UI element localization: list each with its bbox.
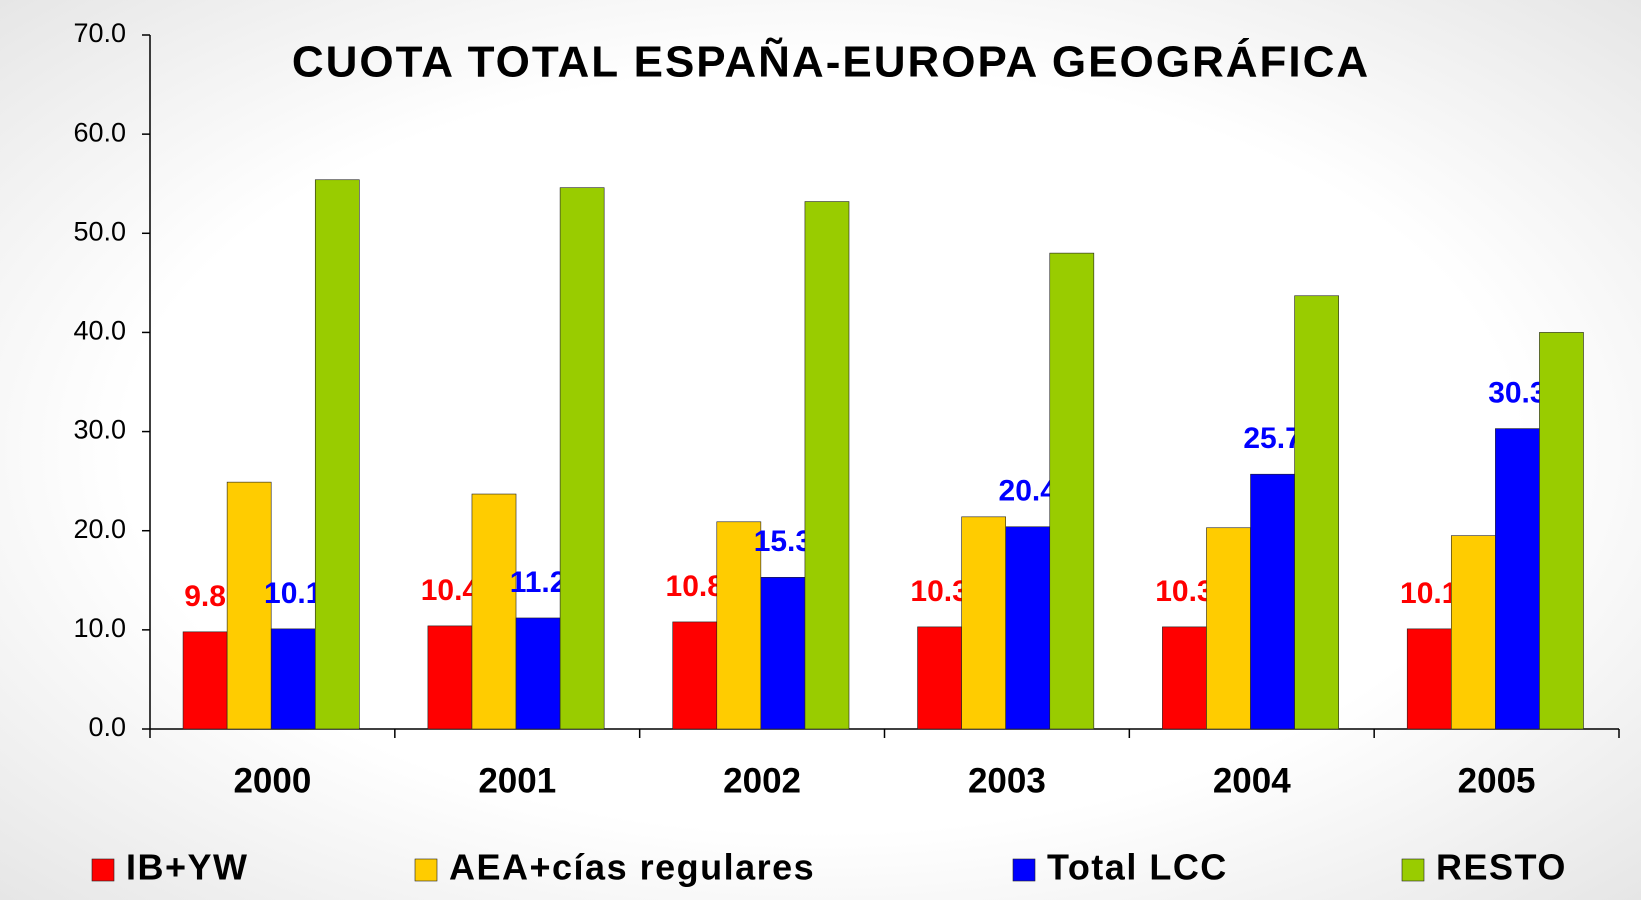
- bar: [1005, 526, 1051, 730]
- data-label: 15.3: [754, 525, 812, 558]
- x-tick-label: 2004: [1213, 761, 1291, 800]
- data-label: 9.8: [184, 580, 226, 613]
- bar: [1250, 473, 1295, 730]
- data-label: 10.1: [264, 577, 322, 610]
- bar: [270, 628, 316, 730]
- bar: [961, 516, 1006, 730]
- bar: [716, 521, 762, 730]
- y-tick-label: 0.0: [88, 712, 126, 742]
- bar: [182, 631, 228, 730]
- legend-swatch: [91, 858, 115, 882]
- y-tick-label: 50.0: [73, 216, 126, 246]
- bar: [471, 493, 517, 730]
- legend-label: IB+YW: [126, 847, 249, 888]
- bar: [672, 621, 718, 730]
- bar: [1450, 535, 1496, 730]
- y-tick-label: 20.0: [73, 514, 126, 544]
- y-tick-label: 70.0: [73, 18, 126, 48]
- bar: [1539, 332, 1584, 730]
- bar: [1294, 295, 1339, 730]
- bar: [1049, 252, 1095, 730]
- data-label: 30.3: [1488, 377, 1546, 410]
- x-tick-label: 2002: [723, 761, 801, 800]
- bar: [1406, 628, 1452, 730]
- data-label: 10.8: [666, 570, 724, 603]
- chart-title: CUOTA TOTAL ESPAÑA-EUROPA GEOGRÁFICA: [292, 37, 1370, 87]
- legend-label: Total LCC: [1047, 847, 1228, 888]
- x-tick-label: 2000: [233, 761, 311, 800]
- data-label: 11.2: [510, 566, 567, 599]
- data-label: 10.3: [1155, 575, 1213, 608]
- data-label: 25.7: [1243, 422, 1301, 455]
- bar: [559, 187, 605, 730]
- y-tick-label: 30.0: [73, 415, 126, 445]
- x-tick-label: 2001: [478, 761, 556, 800]
- bar: [427, 625, 473, 730]
- bar: [804, 201, 850, 730]
- y-tick-label: 40.0: [73, 316, 126, 346]
- bar: [226, 481, 272, 730]
- legend-label: RESTO: [1436, 847, 1567, 888]
- y-tick-label: 60.0: [73, 117, 126, 147]
- data-label: 10.3: [910, 575, 968, 608]
- data-label: 10.1: [1400, 577, 1458, 610]
- legend-swatch: [1012, 858, 1036, 882]
- bar: [515, 617, 561, 730]
- data-label: 20.4: [999, 475, 1058, 508]
- bar: [314, 179, 360, 730]
- x-tick-label: 2003: [968, 761, 1046, 800]
- legend-label: AEA+cías regulares: [449, 847, 815, 888]
- data-label: 10.4: [421, 574, 480, 607]
- bar: [760, 577, 806, 730]
- legend-swatch: [414, 858, 438, 882]
- x-tick-label: 2005: [1458, 761, 1536, 800]
- bar: [1206, 527, 1251, 730]
- bar: [917, 626, 962, 730]
- bar: [1162, 626, 1207, 730]
- y-tick-label: 10.0: [73, 613, 126, 643]
- bar: [1495, 428, 1540, 730]
- legend-swatch: [1401, 858, 1425, 882]
